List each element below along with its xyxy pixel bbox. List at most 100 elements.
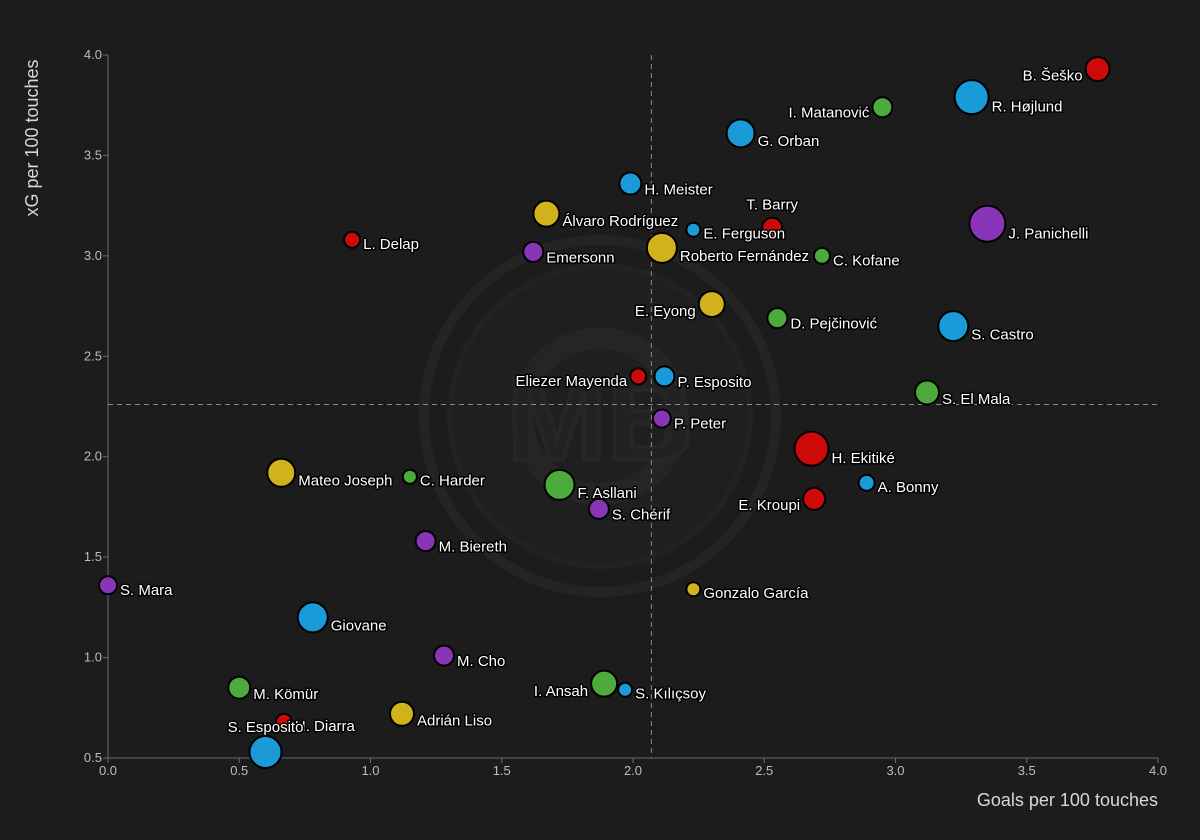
point-label: B. Šeško: [1023, 68, 1083, 85]
point-label: I. Ansah: [534, 683, 588, 700]
data-point: [266, 457, 297, 488]
point-label: Roberto Fernández: [680, 248, 809, 265]
point-label: S. Kılıçsoy: [635, 686, 706, 703]
data-points: [98, 56, 1111, 769]
y-tick-label: 3.0: [84, 248, 102, 263]
y-tick-label: 1.5: [84, 549, 102, 564]
point-label: C. Kofane: [833, 252, 900, 269]
point-label: C. Harder: [420, 473, 485, 490]
point-label: T. Barry: [746, 197, 798, 214]
point-label: R. Højlund: [992, 99, 1063, 116]
point-label: H. Meister: [644, 182, 712, 199]
point-label: M. Cho: [457, 653, 505, 670]
data-point: [389, 700, 415, 727]
point-label: Emersonn: [546, 249, 614, 266]
x-tick-label: 0.0: [99, 763, 117, 778]
point-label: L. Delap: [363, 236, 419, 253]
y-tick-label: 2.0: [84, 449, 102, 464]
y-tick-label: 2.5: [84, 348, 102, 363]
data-point: [653, 365, 676, 388]
x-tick-label: 2.5: [755, 763, 773, 778]
data-point: [274, 712, 293, 731]
point-label: P. Esposito: [678, 374, 752, 391]
data-point: [343, 230, 362, 249]
data-point: [618, 171, 643, 196]
point-label: E. Eyong: [635, 303, 696, 320]
x-tick-label: 0.5: [230, 763, 248, 778]
median-lines: [108, 55, 1158, 758]
data-point: [651, 408, 672, 429]
point-label: S. Mara: [120, 582, 173, 599]
data-point: [685, 221, 702, 238]
y-tick-label: 3.5: [84, 147, 102, 162]
point-label: E. Ferguson: [703, 226, 785, 243]
axes: 0.0 0.5 1.0 1.5 2.0 2.5 3.0 3.5 4.00.51.01.52.02…: [84, 47, 1167, 778]
x-tick-label: 2.0: [624, 763, 642, 778]
y-tick-label: 4.0: [84, 47, 102, 62]
point-label: Álvaro Rodríguez: [562, 213, 678, 230]
point-label: Mateo Joseph: [298, 472, 392, 489]
point-label: E. Kroupi: [738, 497, 800, 514]
x-tick-label: 1.0: [361, 763, 379, 778]
data-point: [617, 681, 634, 698]
data-point: [697, 290, 726, 319]
data-point: [587, 497, 610, 520]
point-label: J. Panichelli: [1008, 226, 1088, 243]
point-label: S. Castro: [971, 326, 1034, 343]
data-point: [766, 307, 789, 330]
data-point: [857, 473, 876, 492]
point-label: A. Bonny: [878, 479, 939, 496]
point-label: P. Peter: [674, 416, 726, 433]
point-label: Eliezer Mayenda: [516, 373, 628, 390]
data-point: [590, 669, 619, 698]
data-point: [725, 118, 756, 149]
data-point: [248, 734, 283, 769]
data-point: [802, 486, 827, 511]
data-point: [629, 367, 648, 386]
y-tick-label: 0.5: [84, 750, 102, 765]
data-point: [1084, 56, 1111, 83]
point-labels: B. Šeško R. Højlund I. Matanović G. Orban H.…: [119, 66, 1090, 737]
point-label: M. Kömür: [253, 686, 318, 703]
point-label: H. Ekitiké: [832, 450, 895, 467]
data-point: [227, 675, 252, 700]
x-tick-label: 3.5: [1018, 763, 1036, 778]
point-label: Gonzalo García: [703, 585, 809, 602]
data-point: [793, 430, 830, 467]
y-tick-label: 1.0: [84, 650, 102, 665]
data-point: [296, 601, 329, 634]
point-label: H. Diarra: [295, 718, 356, 735]
data-point: [761, 216, 784, 239]
data-point: [433, 644, 455, 667]
point-label: I. Matanović: [789, 105, 870, 122]
x-tick-label: 1.5: [493, 763, 511, 778]
x-axis-title: Goals per 100 touches: [977, 790, 1158, 810]
data-point: [953, 79, 990, 116]
data-point: [401, 468, 418, 485]
data-point: [414, 530, 437, 553]
data-point: [522, 240, 545, 263]
point-label: M. Biereth: [439, 539, 507, 556]
data-point: [98, 575, 118, 596]
x-tick-label: 3.0: [886, 763, 904, 778]
x-tick-label: 4.0: [1149, 763, 1167, 778]
point-label: Giovane: [331, 618, 387, 635]
data-point: [813, 246, 831, 265]
data-point: [968, 204, 1007, 243]
point-label: S. Chérif: [612, 506, 671, 523]
data-point: [937, 310, 970, 343]
data-point: [543, 468, 576, 501]
point-label: Adrián Liso: [417, 712, 492, 729]
data-point: [685, 581, 702, 598]
point-label: G. Orban: [758, 133, 820, 150]
point-label: S. El Mala: [942, 391, 1011, 408]
point-label: F. Asllani: [578, 485, 637, 502]
data-point: [914, 379, 940, 406]
point-label: D. Pejčinović: [790, 316, 877, 333]
y-axis-title: xG per 100 touches: [22, 59, 42, 216]
data-point: [532, 199, 561, 228]
data-point: [645, 231, 678, 264]
point-label: S. Esposito: [228, 719, 304, 736]
data-point: [871, 96, 894, 119]
